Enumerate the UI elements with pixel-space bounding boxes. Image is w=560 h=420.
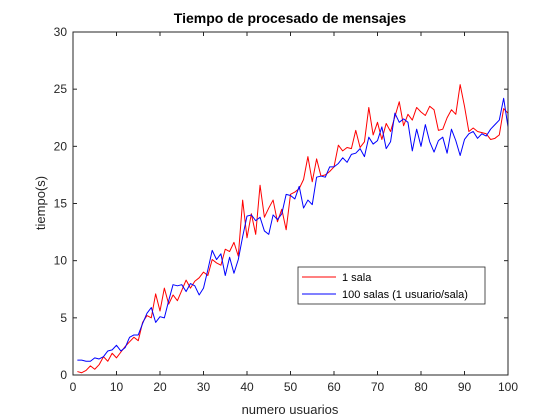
x-tick-label: 20	[153, 380, 167, 394]
y-tick-label: 25	[54, 82, 68, 96]
x-tick-label: 100	[498, 380, 518, 394]
x-tick-label: 80	[414, 380, 428, 394]
y-axis: 0 5 10 15 20 25 30	[54, 25, 508, 382]
legend: 1 sala 100 salas (1 usuario/sala)	[297, 266, 486, 305]
x-axis-label: numero usuarios	[242, 402, 339, 417]
x-tick-label: 40	[240, 380, 254, 394]
legend-label-1-sala: 1 sala	[342, 272, 372, 284]
y-tick-label: 10	[54, 254, 68, 268]
x-tick-label: 70	[371, 380, 385, 394]
series-layer	[77, 84, 509, 374]
x-tick-label: 90	[458, 380, 472, 394]
y-tick-label: 5	[60, 311, 67, 325]
legend-box	[297, 266, 486, 305]
x-tick-label: 10	[110, 380, 124, 394]
x-tick-label: 0	[70, 380, 77, 394]
x-tick-label: 50	[284, 380, 298, 394]
y-tick-label: 0	[60, 368, 67, 382]
y-tick-label: 30	[54, 25, 68, 39]
x-tick-label: 60	[327, 380, 341, 394]
x-tick-label: 30	[197, 380, 211, 394]
y-tick-label: 20	[54, 139, 68, 153]
y-tick-label: 15	[54, 197, 68, 211]
series-line-1-sala	[77, 84, 509, 374]
series-line-100-salas	[77, 97, 509, 362]
legend-label-100-salas: 100 salas (1 usuario/sala)	[342, 289, 468, 301]
x-axis: 0 10 20 30 40 50 60 70 80 90 100	[70, 32, 518, 394]
chart-title: Tiempo de procesado de mensajes	[174, 10, 407, 26]
y-axis-label: tiempo(s)	[33, 176, 48, 230]
plot-area	[73, 32, 508, 375]
